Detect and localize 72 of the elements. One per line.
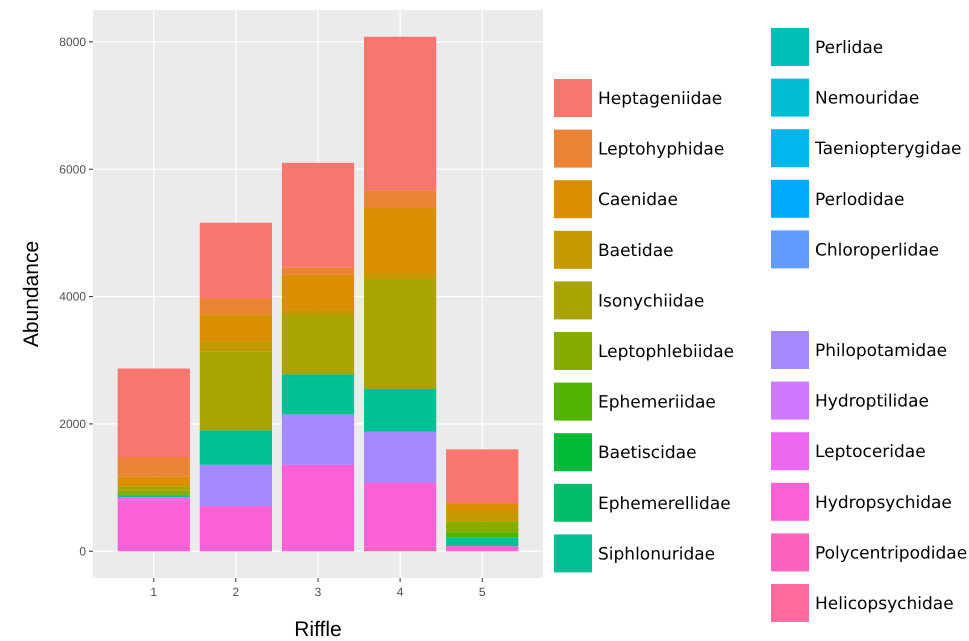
bar [446,532,518,538]
bar [446,510,518,522]
bar [200,341,272,352]
bar [200,430,272,465]
bar [282,315,354,374]
legend-label: Heptageniidae [598,89,722,109]
legend-label: Polycentripodidae [815,543,968,564]
bar [118,497,190,500]
x-tick-label: 1 [150,585,158,599]
bar [118,500,190,552]
bar [200,464,272,506]
legend-label: Isonychiidae [598,291,704,312]
bar [364,388,436,432]
legend-label: Taeniopterygidae [814,139,962,160]
x-axis-title: Riffle [294,618,342,641]
bar [200,222,272,298]
legend-label: Leptohyphidae [598,140,724,160]
legend-label: Siphlonuridae [598,544,716,564]
y-tick-label: 6000 [59,162,86,176]
legend-label: Leptophlebiidae [598,342,734,362]
bar [282,414,354,465]
bar [282,267,354,275]
legend-label: Philopotamidae [815,341,948,361]
bar [364,482,436,547]
legend-label: Ephemeriidae [598,392,716,413]
bar [200,298,272,314]
bar [446,537,518,546]
legend-label: Hydropsychidae [815,492,952,513]
legend-label: Ephemerellidae [598,494,731,514]
bar [118,368,190,458]
y-axis-title: Abundance [20,240,43,348]
y-tick-label: 4000 [59,290,86,304]
bar [282,464,354,552]
legend-label: Helicopsychidae [815,594,954,614]
bar [200,351,272,430]
y-tick-label: 8000 [59,35,86,50]
bar [364,36,436,190]
x-tick-label: 3 [314,585,322,599]
bar [364,546,436,552]
bar [446,449,518,504]
bar [282,374,354,414]
bar [118,457,190,477]
legend-label: Nemouridae [815,88,920,109]
legend-label: Perlidae [815,38,884,58]
legend-label: Hydroptilidae [815,392,929,412]
bar [446,546,518,552]
bar [118,486,190,491]
bar [118,490,190,496]
legend-label: Caenidae [598,190,678,210]
bar [364,190,436,208]
bar [446,521,518,532]
x-tick-label: 5 [478,585,486,599]
bar [118,476,190,486]
legend-label: Leptoceridae [815,442,926,462]
bar [200,506,272,552]
y-tick-label: 2000 [59,417,86,432]
legend-label: Chloroperlidae [815,240,940,260]
bar [364,280,436,387]
legend-label: Perlodidae [815,190,904,210]
bar [282,162,354,268]
bar [364,208,436,274]
bar [200,314,272,342]
legend-label: Baetiscidae [598,443,697,464]
x-tick-label: 4 [396,585,404,599]
x-tick-label: 2 [232,585,240,599]
y-tick-label: 0 [79,544,86,558]
bar [282,310,354,316]
bar [282,274,354,310]
bar [364,274,436,280]
bar [446,504,518,510]
bar [364,432,436,482]
legend-label: Baetidae [598,240,674,261]
